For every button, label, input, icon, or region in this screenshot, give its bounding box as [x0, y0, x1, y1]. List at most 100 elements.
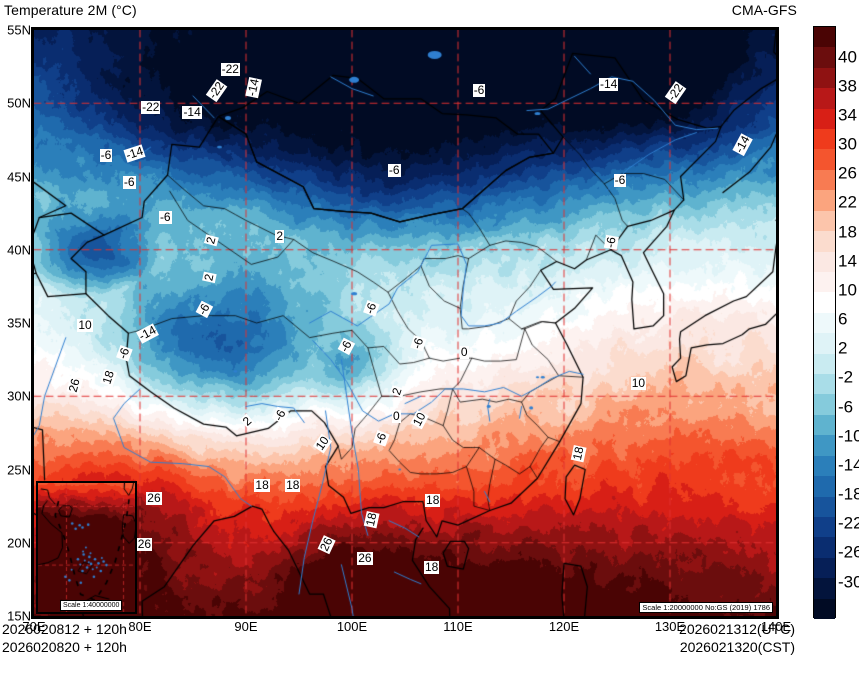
colorbar-tick-38: 38 — [838, 76, 857, 96]
colorbar-segment — [814, 598, 835, 619]
lon-tick-130E: 130E — [654, 619, 686, 634]
page-title: Temperature 2M (°C) — [4, 2, 137, 18]
colorbar-tick-34: 34 — [838, 105, 857, 125]
contour-label: 26 — [146, 491, 162, 506]
valid-time-cst: 2026021320(CST) — [679, 639, 795, 655]
colorbar-segment — [814, 108, 835, 131]
contour-label: -6 — [99, 148, 113, 163]
colorbar-segment — [814, 496, 835, 518]
colorbar-segment — [814, 537, 835, 559]
lon-tick-80E: 80E — [128, 619, 152, 634]
lat-tick-55N: 55N — [7, 22, 31, 38]
colorbar-segment — [814, 149, 835, 171]
lon-tick-120E: 120E — [548, 619, 580, 634]
init-time-cst: 2026020820 + 120h — [2, 639, 127, 655]
colorbar-segment — [814, 271, 835, 294]
lat-tick-15N: 15N — [7, 608, 31, 624]
inset-map-canvas — [38, 483, 135, 612]
lat-tick-25N: 25N — [7, 462, 31, 477]
colorbar-tick--30: -30 — [838, 572, 859, 592]
colorbar-tick-6: 6 — [838, 309, 848, 329]
colorbar-segment — [814, 353, 835, 376]
colorbar-segment — [814, 210, 835, 233]
valid-time-utc: 2026021312(UTC) — [679, 621, 795, 637]
colorbar-tick-10: 10 — [838, 280, 857, 300]
colorbar-tick--10: -10 — [838, 426, 859, 446]
lat-tick-35N: 35N — [7, 315, 31, 331]
colorbar-segment — [814, 333, 835, 355]
colorbar-tick--14: -14 — [838, 455, 859, 475]
contour-label: -6 — [387, 163, 401, 178]
contour-label: -22 — [220, 62, 240, 77]
map-scale-note: Scale 1:20000000 No:GS (2019) 1786 — [639, 602, 773, 613]
colorbar-tick-26: 26 — [838, 163, 857, 183]
contour-label: 0 — [392, 409, 401, 424]
contour-label: 10 — [630, 375, 647, 390]
colorbar-tick--6: -6 — [838, 397, 854, 417]
lat-tick-50N: 50N — [7, 95, 31, 111]
contour-label: -14 — [599, 76, 619, 91]
colorbar-tick-2: 2 — [838, 338, 848, 358]
lat-tick-45N: 45N — [7, 169, 31, 184]
map-overlay-canvas — [34, 30, 776, 616]
colorbar-segment — [814, 312, 835, 335]
colorbar-tick--26: -26 — [838, 542, 859, 562]
colorbar-segment — [814, 67, 835, 90]
lon-tick-100E: 100E — [336, 619, 368, 634]
model-label: CMA-GFS — [731, 2, 797, 18]
contour-label: 18 — [362, 510, 380, 529]
colorbar-segment — [814, 251, 835, 273]
contour-label: 18 — [254, 478, 270, 493]
inset-scale-note: Scale 1:40000000 — [60, 600, 123, 611]
colorbar-segment — [814, 27, 835, 49]
lat-tick-30N: 30N — [7, 388, 31, 404]
lon-tick-140E: 140E — [760, 619, 792, 634]
contour-label: 18 — [285, 478, 301, 493]
contour-label: -22 — [141, 100, 161, 115]
colorbar-segment — [814, 190, 835, 212]
lon-tick-110E: 110E — [443, 619, 473, 634]
contour-label: 0 — [459, 344, 469, 359]
contour-label: 26 — [357, 551, 373, 566]
contour-label: -6 — [603, 235, 620, 250]
colorbar-tick--2: -2 — [838, 367, 854, 387]
contour-label: 18 — [425, 492, 441, 507]
colorbar-tick--22: -22 — [838, 513, 859, 533]
colorbar[interactable] — [813, 26, 836, 619]
colorbar-segment — [814, 231, 835, 253]
map-plot-area[interactable]: 55N 50N 45N 40N 35N 30N 25N 20N 15N 70E 80E 90E 100… — [7, 24, 791, 634]
colorbar-segment — [814, 414, 835, 437]
colorbar-segment — [814, 578, 835, 600]
colorbar-segment — [814, 435, 835, 457]
lat-tick-40N: 40N — [7, 242, 31, 258]
colorbar-segment — [814, 516, 835, 539]
colorbar-segment — [814, 88, 835, 110]
contour-label: 2 — [275, 229, 285, 244]
colorbar-tick-22: 22 — [838, 192, 857, 212]
colorbar-segment — [814, 47, 835, 69]
lon-tick-90E: 90E — [234, 619, 258, 634]
colorbar-segment — [814, 557, 835, 580]
colorbar-segment — [814, 476, 835, 498]
colorbar-tick--18: -18 — [838, 484, 859, 504]
colorbar-tick-18: 18 — [838, 222, 857, 242]
contour-label: 26 — [136, 536, 153, 551]
colorbar-tick-40: 40 — [838, 47, 857, 67]
colorbar-tick-14: 14 — [838, 251, 857, 271]
contour-label: 10 — [77, 318, 93, 333]
contour-label: -6 — [122, 174, 136, 189]
colorbar-tick-30: 30 — [838, 134, 857, 154]
south-china-sea-inset[interactable]: Scale 1:40000000 — [36, 481, 137, 614]
contour-label: -6 — [472, 82, 486, 97]
contour-label: -6 — [158, 210, 172, 225]
colorbar-segment — [814, 394, 835, 416]
lat-tick-20N: 20N — [7, 535, 31, 551]
colorbar-segment — [814, 292, 835, 314]
colorbar-segment — [814, 129, 835, 151]
contour-label: 18 — [424, 560, 440, 575]
init-time-utc: 2026020812 + 120h — [2, 621, 127, 637]
colorbar-segment — [814, 169, 835, 192]
lon-tick-70E: 70E — [22, 619, 46, 634]
contour-label: -14 — [182, 104, 202, 119]
contour-label: -6 — [613, 173, 627, 188]
